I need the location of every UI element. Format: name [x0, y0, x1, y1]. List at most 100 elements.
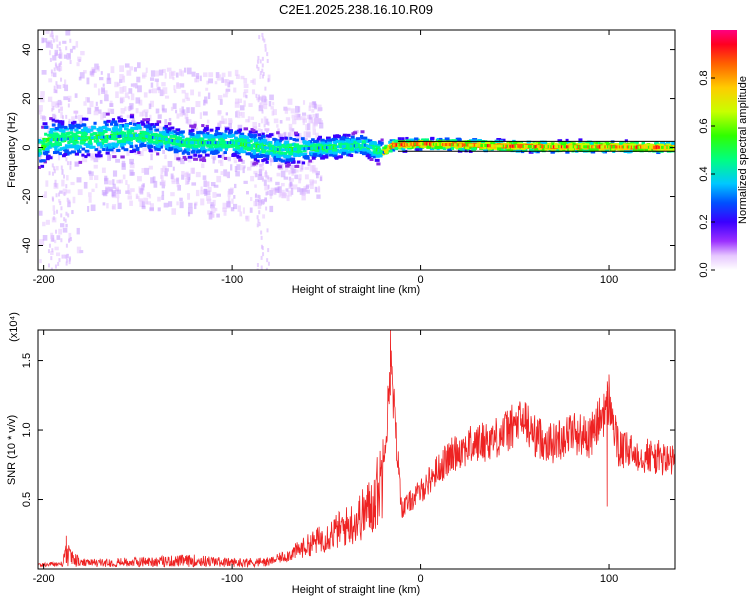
spectrogram-cell: [350, 138, 356, 142]
spectrogram-cell: [267, 121, 270, 126]
spectrogram-cell: [268, 141, 273, 145]
spectrogram-cell: [209, 136, 214, 140]
spectrogram-cell: [296, 169, 299, 173]
spectrogram-cell: [521, 148, 526, 152]
spectrogram-cell: [55, 193, 58, 198]
spectrogram-cell: [223, 169, 228, 177]
spectrogram-ridge-cell: [378, 149, 381, 153]
spectrogram-cell: [163, 133, 168, 137]
spectrogram-ridge-cell: [558, 145, 561, 149]
spectrogram-cell: [213, 150, 219, 154]
spectrogram-cell: [374, 158, 380, 162]
spectrogram-cell: [117, 116, 121, 120]
spectrogram-cell: [77, 56, 82, 62]
spectrogram-ridge-cell: [457, 143, 460, 147]
spectrogram-cell: [535, 150, 540, 154]
spectrogram-ridge-cell: [319, 146, 322, 150]
spectrogram-cell: [262, 214, 266, 219]
spectrogram-ridge-cell: [299, 147, 302, 151]
spectrogram-cell: [72, 45, 76, 50]
spectrogram-ridge-cell: [497, 144, 500, 148]
spectrogram-ridge-cell: [344, 144, 347, 148]
spectrogram-cell: [180, 130, 185, 134]
spectrogram-cell: [272, 137, 276, 141]
spectrogram-cell: [258, 222, 261, 227]
spectrogram-cell: [200, 186, 203, 192]
spectrogram-cell: [656, 143, 662, 147]
spectrogram-cell: [102, 83, 105, 87]
spectrogram-cell: [298, 137, 304, 144]
spectrogram-cell: [276, 131, 280, 135]
spectrogram-ridge-cell: [316, 146, 319, 150]
spectrogram-cell: [56, 235, 61, 240]
spectrogram-ridge-cell: [523, 144, 526, 148]
spectrogram-cell: [55, 133, 60, 137]
spectrogram-cell: [101, 131, 105, 135]
spectrogram-cell: [118, 124, 122, 128]
spectrogram-cell: [61, 179, 65, 187]
spectrogram-cell: [246, 148, 251, 152]
spectrogram-cell: [63, 192, 66, 197]
spectrogram-ridge-cell: [340, 145, 343, 149]
spectrogram-cell: [557, 149, 561, 153]
spectrogram-ridge-cell: [260, 145, 263, 149]
spectrogram-cell: [353, 140, 357, 144]
spectrogram-cell: [264, 43, 267, 48]
spectrogram-cell: [196, 131, 200, 135]
spectrogram-cell: [65, 223, 68, 228]
spectrogram-cell: [71, 128, 76, 133]
spectrogram-cell: [136, 76, 141, 83]
spectrogram-ridge-cell: [273, 147, 276, 151]
spectrogram-cell: [83, 126, 88, 130]
spectrogram-cell: [201, 163, 205, 169]
spectrogram-cell: [48, 171, 51, 176]
spectrogram-cell: [307, 123, 311, 131]
spectrogram-cell: [69, 161, 72, 166]
spectrogram-cell: [259, 74, 262, 79]
spectrogram-cell: [146, 120, 150, 124]
spectrogram-ridge-cell: [486, 144, 489, 148]
spectrogram-ridge-cell: [566, 145, 569, 149]
spectrogram-ridge-cell: [599, 145, 602, 149]
spectrogram-ridge-cell: [219, 141, 222, 145]
spectrogram-cell: [137, 85, 142, 93]
spectrogram-cell: [246, 145, 250, 149]
spectrogram-cell: [256, 262, 259, 267]
spectrogram-cell: [102, 202, 106, 206]
spectrogram-cell: [107, 145, 113, 149]
spectrogram-cell: [281, 143, 287, 147]
spectrogram-cell: [130, 188, 135, 192]
spectrogram-cell: [44, 132, 48, 136]
spectrogram-cell: [121, 139, 126, 143]
spectrogram-cell: [343, 147, 348, 151]
spectrogram-cell: [411, 140, 415, 144]
spectrogram-cell: [210, 138, 216, 142]
snr-x-tick-label: -200: [33, 573, 55, 585]
spectrogram-cell: [260, 244, 263, 249]
spectrogram-ridge-cell: [368, 145, 371, 149]
spectrogram-cell: [384, 150, 389, 154]
spectrogram-cell: [152, 88, 157, 94]
spectrogram-cell: [49, 132, 54, 136]
spectrogram-cell: [51, 30, 54, 35]
spectrogram-cell: [266, 152, 270, 156]
spectrogram-cell: [67, 120, 70, 125]
spectrogram-cell: [317, 104, 322, 112]
spectrogram-cell: [165, 146, 169, 150]
spectrogram-cell: [245, 136, 250, 140]
spectrogram-cell: [58, 121, 62, 125]
spectrogram-cell: [288, 152, 292, 156]
spectrogram-cell: [537, 148, 543, 152]
spectrogram-ridge-cell: [75, 137, 78, 141]
spectrogram-cell: [568, 147, 574, 151]
spectrogram-cell: [362, 148, 367, 152]
spectrogram-y-tick-label: 20: [21, 92, 33, 104]
spectrogram-cell: [117, 119, 123, 123]
spectrogram-ridge-cell: [430, 142, 433, 146]
spectrogram-cell: [641, 141, 646, 145]
spectrogram-y-tick-label: 40: [21, 43, 33, 55]
spectrogram-cell: [260, 118, 264, 124]
spectrogram-cell: [497, 147, 502, 151]
spectrogram-cell: [215, 127, 220, 131]
spectrogram-cell: [266, 136, 269, 141]
